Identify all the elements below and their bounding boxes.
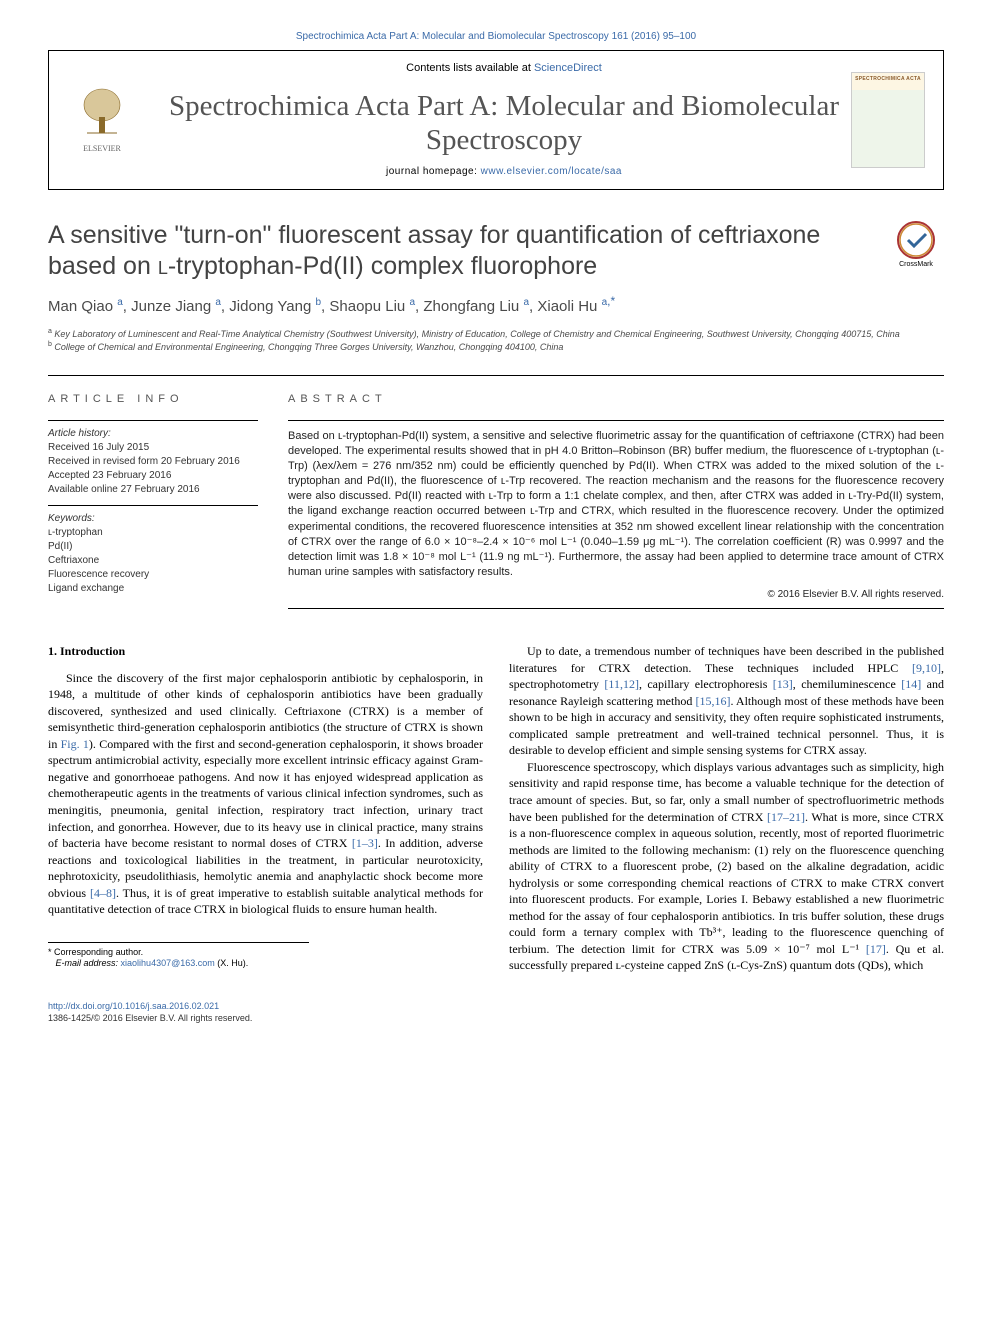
citation-ref[interactable]: [9,10] [912, 661, 941, 675]
email-label: E-mail address: [56, 958, 121, 968]
aff-sup: a [409, 297, 415, 308]
abstract-text: Based on ʟ-tryptophan-Pd(II) system, a s… [288, 429, 944, 581]
affiliations: a Key Laboratory of Luminescent and Real… [48, 327, 944, 353]
tree-icon [75, 85, 129, 141]
contents-prefix: Contents lists available at [406, 62, 534, 74]
copyright-line: © 2016 Elsevier B.V. All rights reserved… [288, 588, 944, 602]
aff-sup: a [523, 297, 529, 308]
aff-sup: a [117, 297, 123, 308]
article-info-column: article info Article history: Received 1… [48, 392, 258, 617]
crossmark-label: CrossMark [899, 260, 933, 270]
homepage-url[interactable]: www.elsevier.com/locate/saa [481, 166, 622, 177]
section-heading-intro: 1. Introduction [48, 643, 483, 660]
article-title: A sensitive "turn-on" fluorescent assay … [48, 220, 868, 281]
sciencedirect-link[interactable]: ScienceDirect [534, 62, 602, 74]
crossmark-badge[interactable]: CrossMark [888, 220, 944, 276]
fig-ref[interactable]: Fig. 1 [61, 737, 89, 751]
c2p1c: , capillary electrophoresis [639, 677, 773, 691]
c2p2b: . What is more, since CTRX is a non-fluo… [509, 810, 944, 956]
keyword: Ligand exchange [48, 582, 258, 596]
history-online: Available online 27 February 2016 [48, 483, 258, 497]
citation-ref[interactable]: [11,12] [604, 677, 639, 691]
title-line-2: based on l-tryptophan-Pd(II) complex flu… [48, 252, 597, 280]
citation-ref[interactable]: [14] [901, 677, 921, 691]
footnote-star: * [48, 947, 52, 957]
c2p1d: , chemiluminescence [793, 677, 901, 691]
body-columns: 1. Introduction Since the discovery of t… [48, 643, 944, 974]
article-info-heading: article info [48, 392, 258, 407]
history-received: Received 16 July 2015 [48, 441, 258, 455]
cover-label: SPECTROCHIMICA ACTA [855, 76, 921, 83]
citation-ref[interactable]: [15,16] [695, 694, 730, 708]
citation-ref[interactable]: [13] [773, 677, 793, 691]
journal-cover-thumb: SPECTROCHIMICA ACTA [851, 72, 925, 168]
c2p1a: Up to date, a tremendous number of techn… [509, 644, 944, 675]
doi-link[interactable]: http://dx.doi.org/10.1016/j.saa.2016.02.… [48, 1001, 219, 1011]
history-revised: Received in revised form 20 February 201… [48, 455, 258, 469]
keywords-label: Keywords: [48, 512, 258, 526]
author-4: Shaopu Liu [329, 298, 405, 315]
citation-ref[interactable]: [17] [866, 942, 886, 956]
history-label: Article history: [48, 427, 258, 441]
affiliation-a: Key Laboratory of Luminescent and Real-T… [54, 329, 899, 339]
citation-ref[interactable]: [17–21] [767, 810, 805, 824]
col2-paragraph-1: Up to date, a tremendous number of techn… [509, 643, 944, 759]
citation-ref[interactable]: [1–3] [352, 836, 378, 850]
homepage-prefix: journal homepage: [386, 166, 481, 177]
corresponding-footnote: * Corresponding author. E-mail address: … [48, 942, 309, 970]
publisher-name: ELSEVIER [83, 143, 121, 154]
abstract-heading: abstract [288, 392, 944, 407]
keyword: Pd(II) [48, 540, 258, 554]
crossmark-icon [896, 220, 936, 260]
affiliation-b: College of Chemical and Environmental En… [54, 342, 563, 352]
aff-sup: a [215, 297, 221, 308]
contents-available: Contents lists available at ScienceDirec… [157, 61, 851, 76]
author-2: Junze Jiang [131, 298, 211, 315]
keyword: ʟ-tryptophan [48, 526, 258, 540]
abstract-column: abstract Based on ʟ-tryptophan-Pd(II) sy… [288, 392, 944, 617]
history-accepted: Accepted 23 February 2016 [48, 469, 258, 483]
title-line-1: A sensitive "turn-on" fluorescent assay … [48, 221, 820, 249]
keyword: Ceftriaxone [48, 554, 258, 568]
issn-copyright: 1386-1425/© 2016 Elsevier B.V. All right… [48, 1012, 944, 1024]
journal-homepage: journal homepage: www.elsevier.com/locat… [157, 165, 851, 179]
author-1: Man Qiao [48, 298, 113, 315]
author-5: Zhongfang Liu [423, 298, 519, 315]
footnote-label: Corresponding author. [54, 947, 143, 957]
page-footer: http://dx.doi.org/10.1016/j.saa.2016.02.… [48, 1000, 944, 1024]
running-head: Spectrochimica Acta Part A: Molecular an… [48, 30, 944, 44]
corresponding-star: ,* [607, 294, 615, 308]
email-link[interactable]: xiaolihu4307@163.com [121, 958, 215, 968]
elsevier-logo: ELSEVIER [67, 80, 137, 160]
aff-b-sup: b [48, 341, 52, 348]
intro-paragraph-1: Since the discovery of the first major c… [48, 670, 483, 918]
author-3: Jidong Yang [229, 298, 311, 315]
authors-line: Man Qiao a, Junze Jiang a, Jidong Yang b… [48, 293, 944, 317]
p1b: ). Compared with the first and second-ge… [48, 737, 483, 850]
author-6: Xiaoli Hu [537, 298, 597, 315]
right-column: Up to date, a tremendous number of techn… [509, 643, 944, 974]
journal-header: ELSEVIER Contents lists available at Sci… [48, 50, 944, 190]
keyword: Fluorescence recovery [48, 568, 258, 582]
citation-ref[interactable]: [4–8] [90, 886, 116, 900]
footnote-name: (X. Hu). [215, 958, 249, 968]
aff-a-sup: a [48, 328, 52, 335]
col2-paragraph-2: Fluorescence spectroscopy, which display… [509, 759, 944, 974]
aff-sup: b [315, 297, 321, 308]
journal-name: Spectrochimica Acta Part A: Molecular an… [157, 90, 851, 157]
left-column: 1. Introduction Since the discovery of t… [48, 643, 483, 974]
